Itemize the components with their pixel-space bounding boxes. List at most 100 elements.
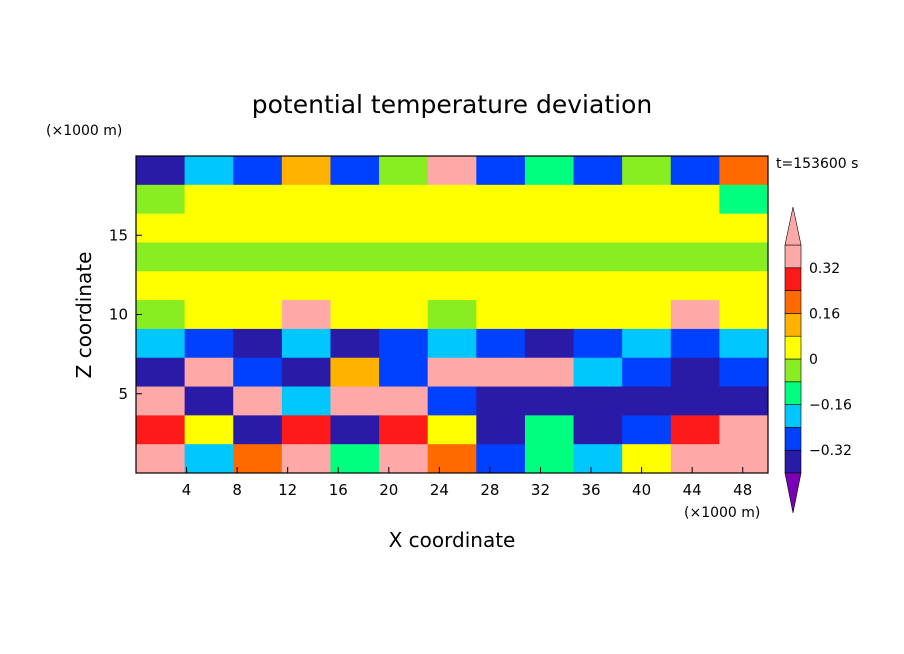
field-cell (573, 184, 623, 215)
field-cell (670, 213, 720, 244)
field-cell (573, 213, 623, 244)
field-cell (233, 271, 283, 301)
field-cell (476, 156, 526, 186)
field-cell (184, 328, 234, 359)
field-cell (476, 213, 526, 244)
field-cell (622, 357, 672, 388)
x-tick-label: 12 (278, 481, 297, 499)
field-cell (136, 300, 186, 330)
field-cell (379, 300, 429, 330)
field-cell (670, 328, 720, 359)
field-cell (136, 386, 186, 416)
field-cell (379, 328, 429, 359)
field-cell (670, 271, 720, 301)
field-cell (622, 156, 672, 186)
field-cell (184, 300, 234, 330)
field-cell (476, 386, 526, 416)
field-cell (427, 328, 477, 359)
x-unit-label: (×1000 m) (684, 505, 760, 521)
field-cell (136, 242, 186, 272)
field-cell (379, 357, 429, 388)
field-cell (524, 415, 575, 445)
field-cell (670, 184, 720, 215)
field-cell (427, 444, 477, 473)
field-cell (427, 242, 477, 272)
time-label: t=153600 s (776, 156, 858, 172)
field-cell (379, 184, 429, 215)
colorbar-tick-label: −0.16 (809, 398, 852, 414)
field-cell (476, 444, 526, 473)
field-cell (427, 357, 477, 388)
field-cell (524, 213, 575, 244)
field-cell (379, 415, 429, 445)
field-cell (184, 156, 234, 186)
field-cell (524, 184, 575, 215)
field-cell (622, 444, 672, 473)
colorbar-segment (784, 427, 802, 451)
field-cell (281, 300, 332, 330)
field-cell (427, 156, 477, 186)
field-cell (427, 415, 477, 445)
colorbar-segment (784, 381, 802, 405)
field-cell (719, 184, 768, 215)
field-cell (622, 415, 672, 445)
field-cell (573, 156, 623, 186)
colorbar-segment (784, 267, 802, 291)
field-cell (476, 184, 526, 215)
field-cell (476, 242, 526, 272)
field-cell (573, 242, 623, 272)
x-tick-label: 40 (632, 481, 651, 499)
field-cell (524, 271, 575, 301)
field-cell (233, 415, 283, 445)
field-cell (719, 242, 768, 272)
field-cell (573, 328, 623, 359)
field-cell (330, 300, 380, 330)
field-cell (670, 357, 720, 388)
colorbar-segment (784, 244, 802, 269)
x-tick-label: 44 (683, 481, 702, 499)
field-cell (281, 415, 332, 445)
field-cell (719, 156, 768, 186)
field-cell (427, 271, 477, 301)
field-cell (379, 156, 429, 186)
field-cell (719, 300, 768, 330)
field-cell (622, 328, 672, 359)
field-cell (719, 386, 768, 416)
field-cell (330, 386, 380, 416)
field-cell (719, 444, 768, 473)
field-cell (330, 271, 380, 301)
field-cell (136, 213, 186, 244)
field-cell (379, 444, 429, 473)
y-tick-label: 5 (118, 385, 128, 403)
field-cell (184, 415, 234, 445)
field-cell (233, 156, 283, 186)
field-cell (233, 444, 283, 473)
field-cell (719, 213, 768, 244)
field-cell (476, 300, 526, 330)
field-cell (233, 328, 283, 359)
y-axis-title: Z coordinate (72, 252, 96, 379)
colorbar-tick-label: 0.32 (809, 261, 840, 277)
colorbar-tick-label: −0.32 (809, 443, 852, 459)
field-cell (622, 271, 672, 301)
field-cell (136, 271, 186, 301)
field-cell (670, 242, 720, 272)
field-cell (622, 386, 672, 416)
field-cell (476, 271, 526, 301)
field-cell (573, 357, 623, 388)
field-cell (622, 184, 672, 215)
field-cell (233, 386, 283, 416)
field-cell (281, 213, 332, 244)
colorbar-arrow-top (784, 206, 802, 246)
field-cell (330, 415, 380, 445)
field-cell (330, 328, 380, 359)
field-cell (573, 300, 623, 330)
field-cell (330, 242, 380, 272)
x-axis-title: X coordinate (389, 528, 516, 552)
field-cell (184, 386, 234, 416)
chart-title: potential temperature deviation (252, 90, 652, 119)
field-cell (330, 213, 380, 244)
field-cell (427, 386, 477, 416)
field-cell (330, 156, 380, 186)
